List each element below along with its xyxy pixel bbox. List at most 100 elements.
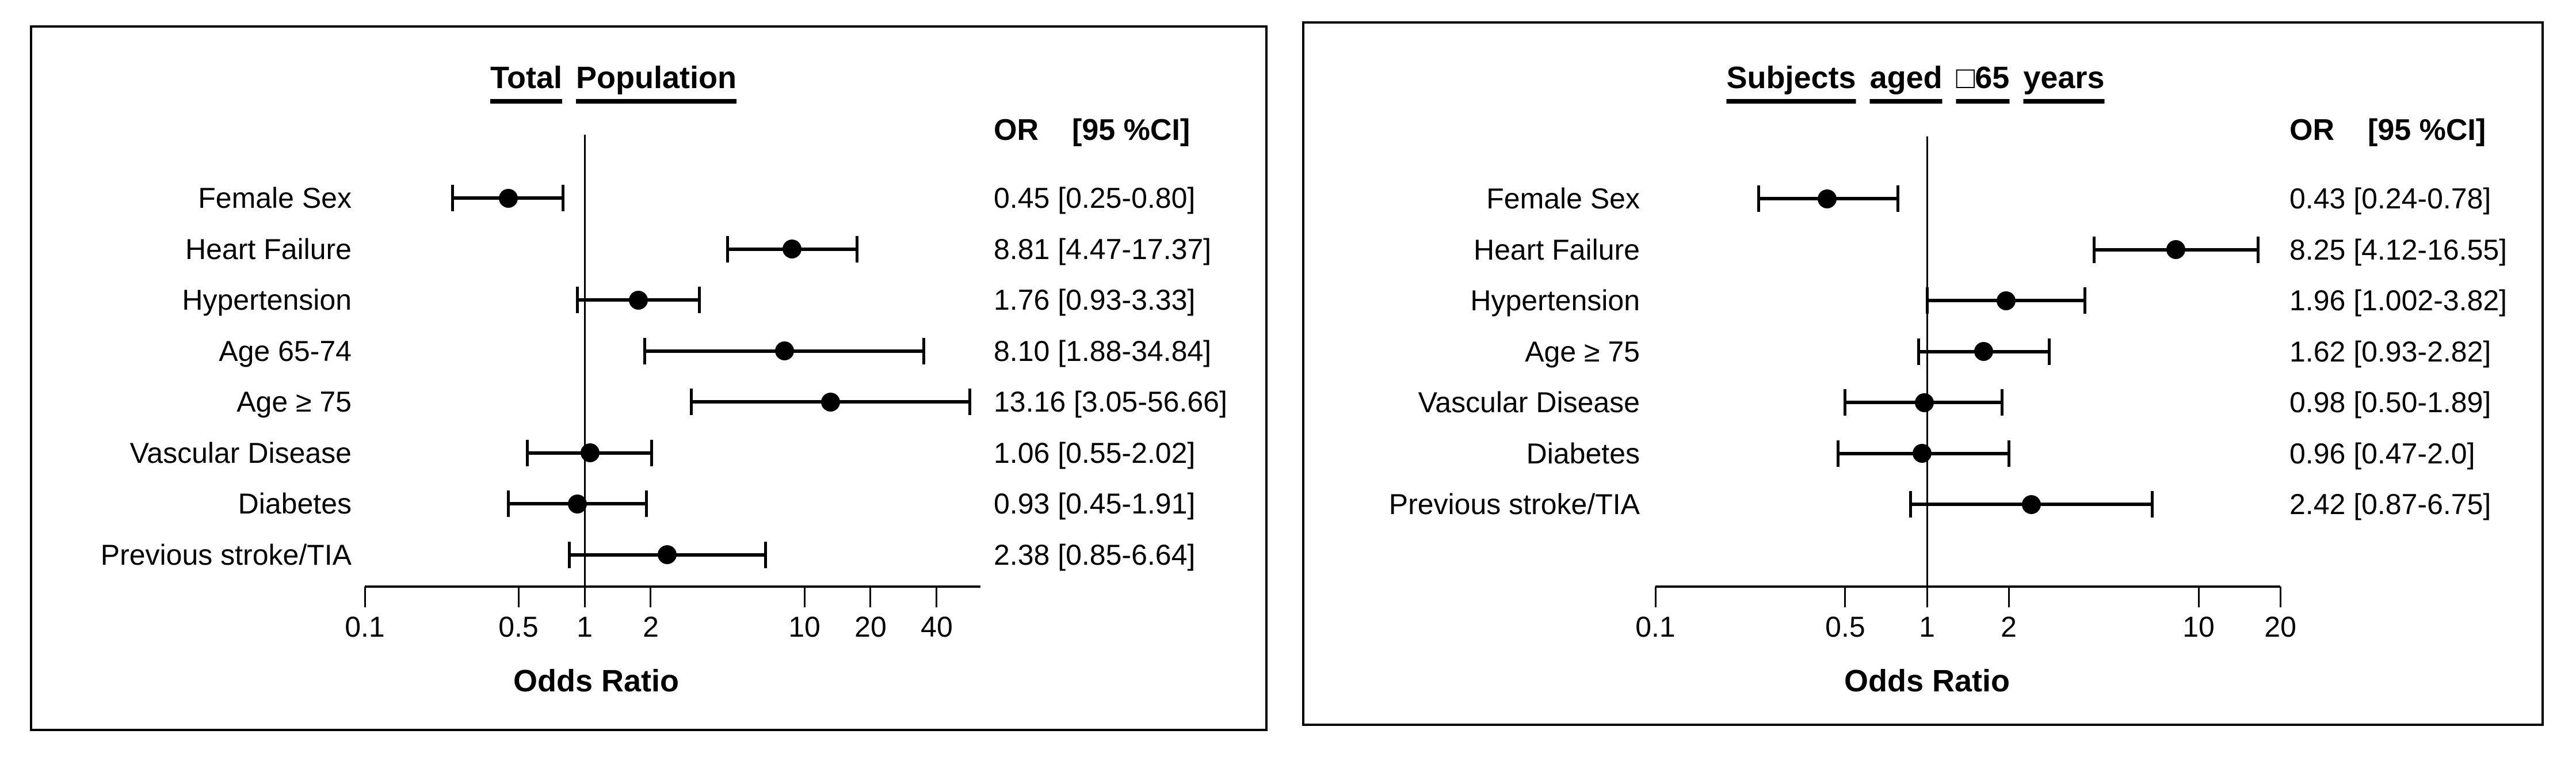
x-axis-tick	[803, 587, 806, 607]
or-ci-value: 1.76 [0.93-3.33]	[994, 284, 1196, 316]
row-label: Hypertension	[182, 284, 352, 316]
row-label: Vascular Disease	[129, 436, 352, 469]
row-label: Diabetes	[238, 488, 352, 520]
or-point-marker	[499, 188, 518, 208]
ci-cap-low	[643, 337, 647, 364]
or-header-label: OR	[994, 113, 1039, 147]
x-axis-line	[365, 585, 980, 588]
x-axis-tick	[936, 587, 938, 607]
ci-cap-low	[507, 490, 510, 517]
or-ci-value: 8.81 [4.47-17.37]	[994, 233, 1212, 265]
row-label: Hypertension	[1470, 284, 1640, 317]
or-point-marker	[1913, 444, 1932, 463]
row-label: Age 65-74	[219, 334, 352, 367]
ci-cap-low	[1909, 491, 1912, 518]
or-ci-value: 0.93 [0.45-1.91]	[994, 488, 1196, 520]
forest-plot-subjects-aged-65: Subjects aged □65 years OR [95 %CI] Female Sex…	[1304, 24, 2541, 724]
row-label: Previous stroke/TIA	[100, 538, 352, 571]
ci-cap-low	[1917, 338, 1920, 365]
ci-cap-low	[567, 541, 571, 568]
or-ci-value: 0.96 [0.47-2.0]	[2289, 437, 2475, 470]
row-label: Age ≥ 75	[236, 386, 352, 418]
or-header-label: OR	[2289, 113, 2334, 147]
or-point-marker	[783, 239, 802, 258]
x-axis-tick-label: 0.1	[345, 611, 385, 643]
x-axis-tick	[2197, 587, 2200, 607]
x-axis-tick-label: 20	[854, 611, 887, 643]
row-label: Female Sex	[198, 182, 352, 214]
x-axis-tick	[869, 587, 872, 607]
row-label: Vascular Disease	[1418, 386, 1640, 419]
or-ci-value: 1.06 [0.55-2.02]	[994, 436, 1196, 469]
ci-cap-low	[689, 389, 693, 415]
x-axis-tick	[364, 587, 366, 607]
ci-cap-low	[526, 439, 529, 466]
ci-cap-high	[650, 439, 654, 466]
or-ci-value: 2.42 [0.87-6.75]	[2289, 488, 2491, 520]
ci-cap-high	[2256, 236, 2260, 263]
or-point-marker	[1915, 393, 1934, 412]
panel-title: Total Population	[490, 62, 736, 104]
or-ci-value: 0.45 [0.25-0.80]	[994, 182, 1196, 214]
panel-title-word: □65	[1956, 62, 2010, 104]
panel-subjects-aged-65: Subjects aged □65 years OR [95 %CI] Female Sex…	[1302, 21, 2544, 726]
ci-cap-high	[764, 541, 767, 568]
ci-cap-low	[1925, 287, 1929, 314]
or-point-marker	[658, 545, 677, 564]
or-ci-value: 0.43 [0.24-0.78]	[2289, 182, 2491, 215]
row-label: Diabetes	[1526, 437, 1640, 470]
panel-title: Subjects aged □65 years	[1726, 62, 2105, 104]
or-ci-value: 2.38 [0.85-6.64]	[994, 538, 1196, 571]
x-axis-tick-label: 10	[788, 611, 820, 643]
or-ci-value: 13.16 [3.05-56.66]	[994, 386, 1227, 418]
ci-header-label: [95 %CI]	[2368, 113, 2486, 147]
or-point-marker	[581, 443, 600, 462]
panel-total-population: Total Population OR [95 %CI] Female Sex 0.45 …	[30, 25, 1268, 731]
panel-title-word: Total	[490, 62, 563, 104]
forest-plot-total-population: Total Population OR [95 %CI] Female Sex 0.45 …	[32, 28, 1265, 729]
ci-cap-high	[2048, 338, 2051, 365]
panel-title-word: Population	[576, 62, 736, 104]
x-axis-tick-label: 10	[2182, 611, 2215, 643]
ci-cap-low	[2092, 236, 2096, 263]
x-axis-tick-label: 1	[577, 611, 593, 643]
x-axis-tick	[583, 587, 586, 607]
ci-cap-high	[1896, 185, 1899, 212]
row-label: Female Sex	[1486, 182, 1640, 215]
x-axis-tick	[650, 587, 652, 607]
reference-line-or-1	[1926, 136, 1928, 587]
or-ci-value: 8.25 [4.12-16.55]	[2289, 233, 2508, 266]
x-axis-tick-label: 0.1	[1635, 611, 1676, 643]
ci-cap-high	[968, 389, 972, 415]
ci-cap-high	[2150, 491, 2154, 518]
reference-line-or-1	[583, 135, 586, 587]
row-label: Heart Failure	[185, 233, 352, 265]
x-axis-tick-label: 0.5	[1825, 611, 1865, 643]
x-axis-title: Odds Ratio	[1844, 664, 2010, 698]
ci-cap-low	[1836, 440, 1840, 467]
or-ci-column-header: OR [95 %CI]	[994, 115, 1190, 145]
ci-cap-high	[2007, 440, 2010, 467]
ci-cap-low	[576, 287, 579, 313]
ci-cap-low	[451, 185, 454, 211]
or-point-marker	[629, 290, 648, 310]
row-label: Age ≥ 75	[1525, 335, 1640, 368]
or-point-marker	[821, 392, 841, 412]
ci-cap-high	[856, 235, 859, 263]
x-axis-tick-label: 20	[2264, 611, 2296, 643]
or-ci-value: 8.10 [1.88-34.84]	[994, 334, 1212, 367]
x-axis-tick-label: 2	[2001, 611, 2017, 643]
x-axis-tick	[2279, 587, 2281, 607]
ci-header-label: [95 %CI]	[1072, 113, 1190, 147]
or-point-marker	[568, 494, 587, 513]
panel-title-word: years	[2023, 62, 2105, 104]
ci-cap-high	[562, 185, 565, 211]
x-axis-tick	[1926, 587, 1928, 607]
x-axis-tick	[2008, 587, 2010, 607]
x-axis-tick-label: 0.5	[498, 611, 539, 643]
ci-cap-high	[644, 490, 648, 517]
or-point-marker	[2021, 494, 2041, 514]
row-label: Previous stroke/TIA	[1388, 488, 1640, 520]
ci-cap-low	[1757, 185, 1760, 212]
